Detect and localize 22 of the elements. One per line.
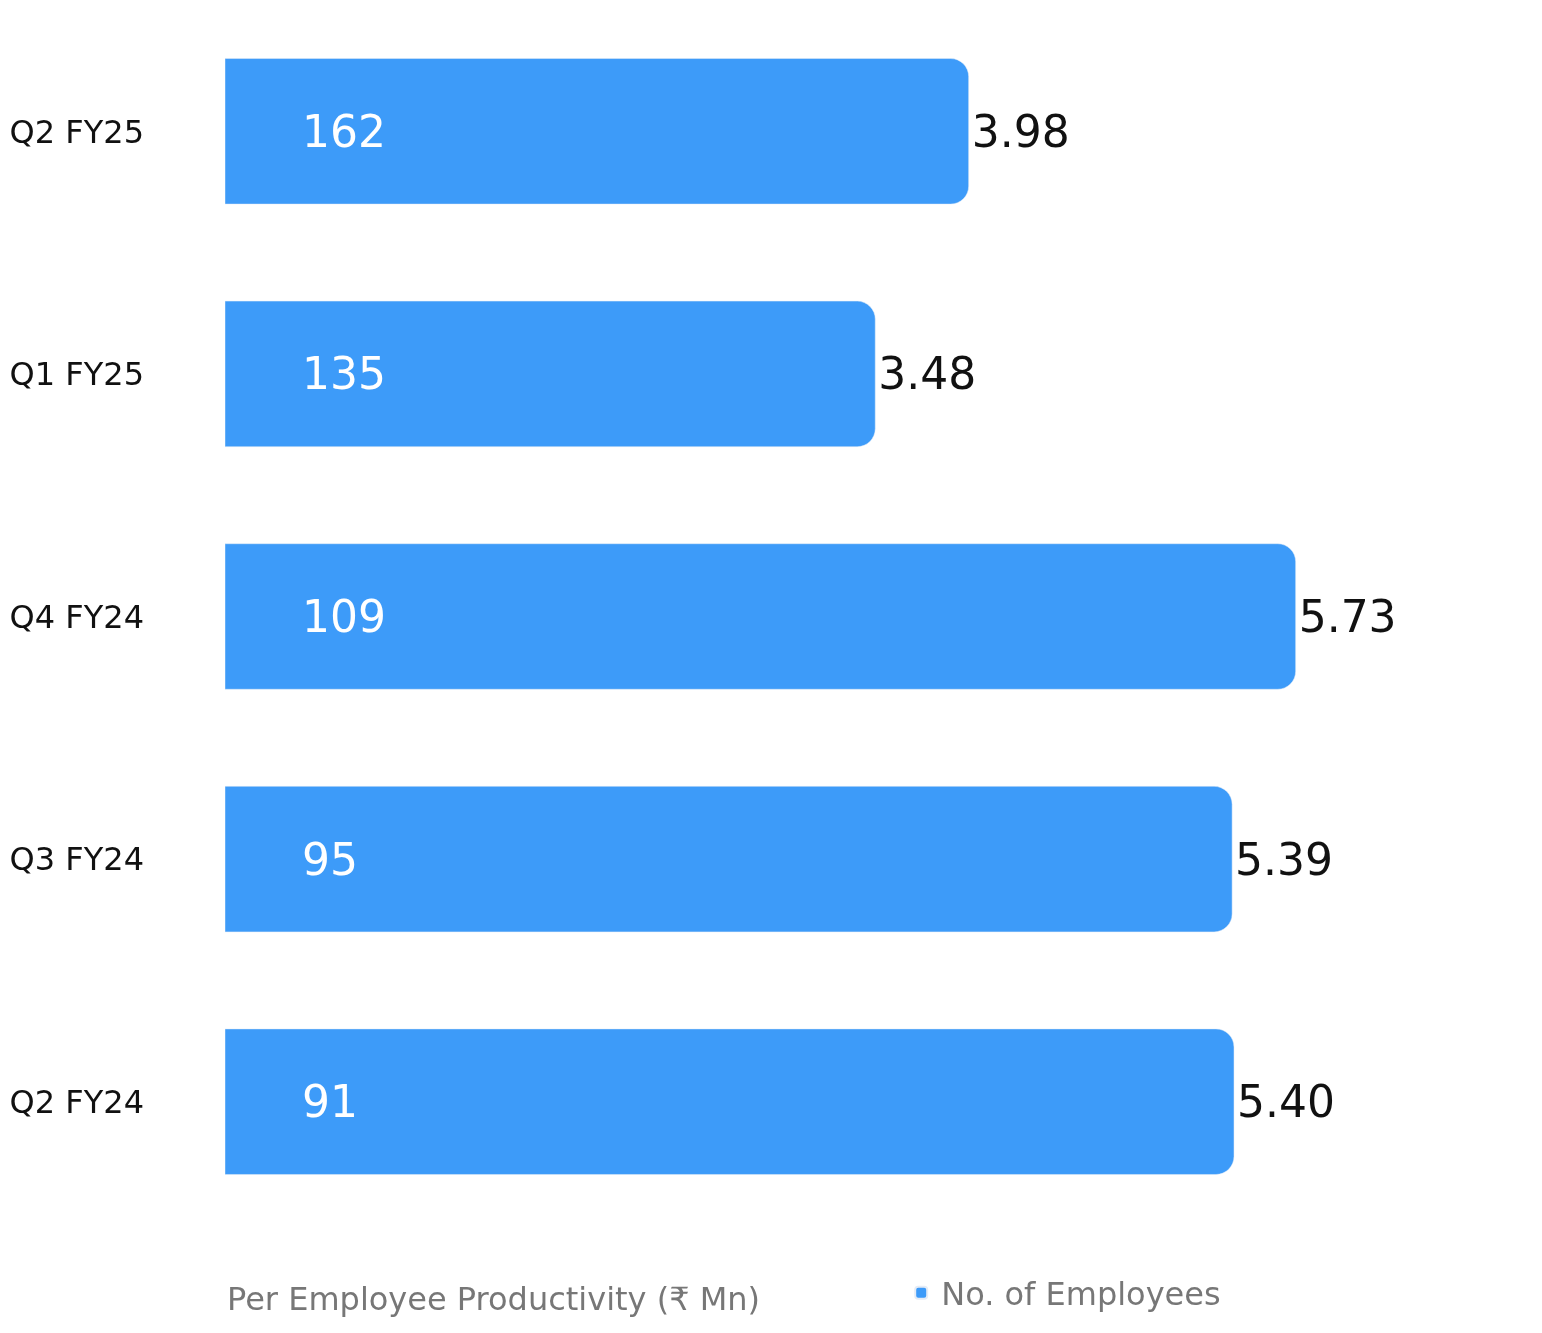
y-tick-label: Q1 FY25 (9, 355, 144, 394)
annotation: 135 (302, 348, 386, 399)
annotation: 95 (302, 834, 358, 885)
annotation: 91 (302, 1076, 358, 1127)
bar (225, 1028, 1235, 1175)
data-label: 5.73 (1298, 591, 1397, 642)
y-tick-label: Q3 FY24 (9, 840, 144, 879)
text: Per Employee Productivity (₹ Mn) (227, 1280, 761, 1318)
annotation: 109 (302, 591, 386, 642)
data-label: 3.98 (971, 105, 1070, 157)
legend-label: No. of Employees (941, 1275, 1221, 1314)
y-tick-label: Q2 FY24 (9, 1082, 144, 1121)
data-label: 3.48 (878, 348, 977, 400)
bar (225, 786, 1233, 933)
bar (225, 300, 876, 447)
bar (225, 543, 1296, 690)
y-tick-label: Q2 FY25 (9, 112, 144, 151)
bar (225, 58, 969, 205)
annotation: 162 (302, 106, 386, 157)
data-label: 5.40 (1236, 1076, 1335, 1128)
data-label: 5.39 (1235, 833, 1334, 885)
y-tick-label: Q4 FY24 (9, 597, 144, 636)
